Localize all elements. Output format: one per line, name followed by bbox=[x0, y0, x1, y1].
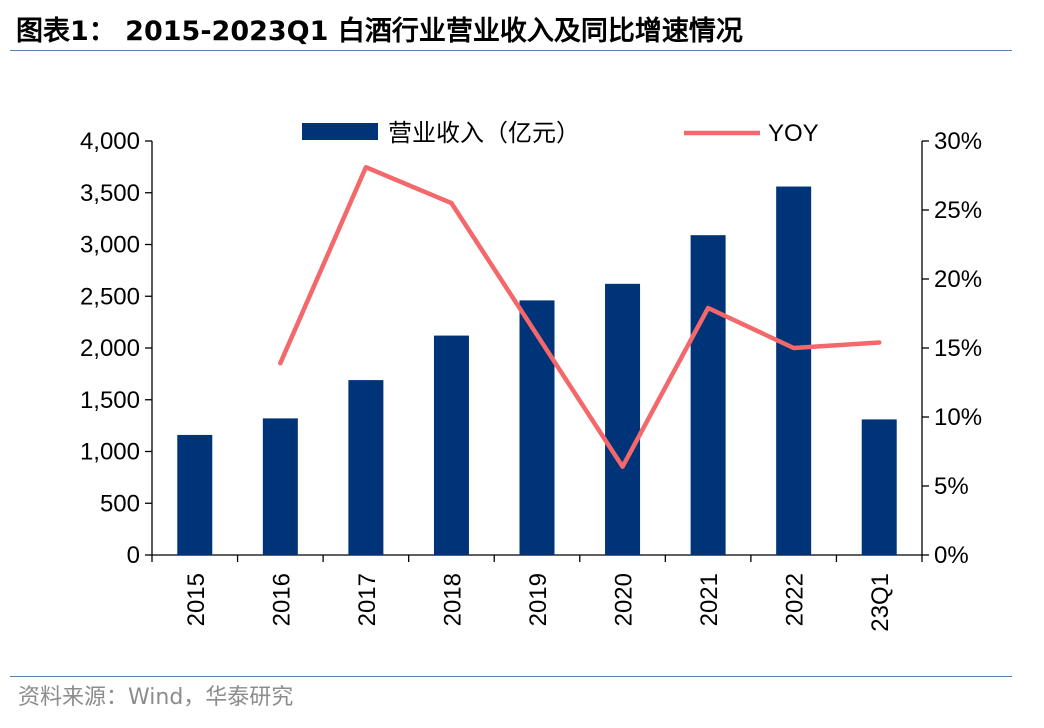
left-tick-label: 3,500 bbox=[80, 180, 140, 207]
legend-line-label: YOY bbox=[768, 120, 819, 147]
left-tick-label: 4,000 bbox=[80, 128, 140, 155]
x-tick-label: 2020 bbox=[611, 573, 638, 626]
legend-bar-label: 营业收入（亿元） bbox=[388, 120, 580, 147]
bar bbox=[605, 283, 641, 555]
source-divider bbox=[10, 676, 1012, 677]
x-tick-label: 2018 bbox=[439, 573, 466, 626]
right-tick-label: 10% bbox=[934, 404, 982, 431]
line-series bbox=[278, 164, 882, 469]
left-tick-label: 2,500 bbox=[80, 283, 140, 310]
x-tick-label: 2017 bbox=[354, 573, 381, 626]
legend: 营业收入（亿元） YOY bbox=[302, 120, 819, 147]
bar bbox=[348, 380, 384, 555]
legend-bar-swatch bbox=[302, 123, 378, 140]
source-note: 资料来源：Wind，华泰研究 bbox=[18, 685, 294, 710]
right-tick-label: 0% bbox=[934, 542, 969, 569]
left-tick-label: 2,000 bbox=[80, 335, 140, 362]
left-tick-label: 1,500 bbox=[80, 387, 140, 414]
bar bbox=[262, 418, 298, 555]
left-tick-label: 0 bbox=[127, 542, 140, 569]
tick-labels: 0 500 1,000 1,500 2,000 2,500 3,000 3,500 4,000 0… bbox=[80, 128, 982, 632]
right-tick-label: 20% bbox=[934, 266, 982, 293]
right-tick-label: 15% bbox=[934, 335, 982, 362]
x-tick-label: 2021 bbox=[696, 573, 723, 626]
bar bbox=[690, 235, 726, 555]
title-divider bbox=[10, 50, 1012, 51]
x-tick-label: 2019 bbox=[525, 573, 552, 626]
right-tick-label: 30% bbox=[934, 128, 982, 155]
left-tick-label: 3,000 bbox=[80, 232, 140, 259]
x-tick-label: 2015 bbox=[183, 573, 210, 626]
bar bbox=[177, 434, 213, 555]
right-tick-label: 25% bbox=[934, 197, 982, 224]
bar bbox=[861, 419, 897, 555]
bar-series bbox=[177, 186, 897, 556]
x-tick-label: 23Q1 bbox=[867, 573, 894, 632]
left-tick-label: 1,000 bbox=[80, 439, 140, 466]
x-tick-label: 2016 bbox=[268, 573, 295, 626]
right-tick-label: 5% bbox=[934, 473, 969, 500]
left-tick-label: 500 bbox=[100, 490, 140, 517]
bar bbox=[776, 186, 812, 556]
bar bbox=[433, 335, 469, 555]
bar bbox=[519, 300, 555, 555]
x-tick-label: 2022 bbox=[782, 573, 809, 626]
chart-title: 图表1： 2015-2023Q1 白酒行业营业收入及同比增速情况 bbox=[16, 16, 743, 47]
